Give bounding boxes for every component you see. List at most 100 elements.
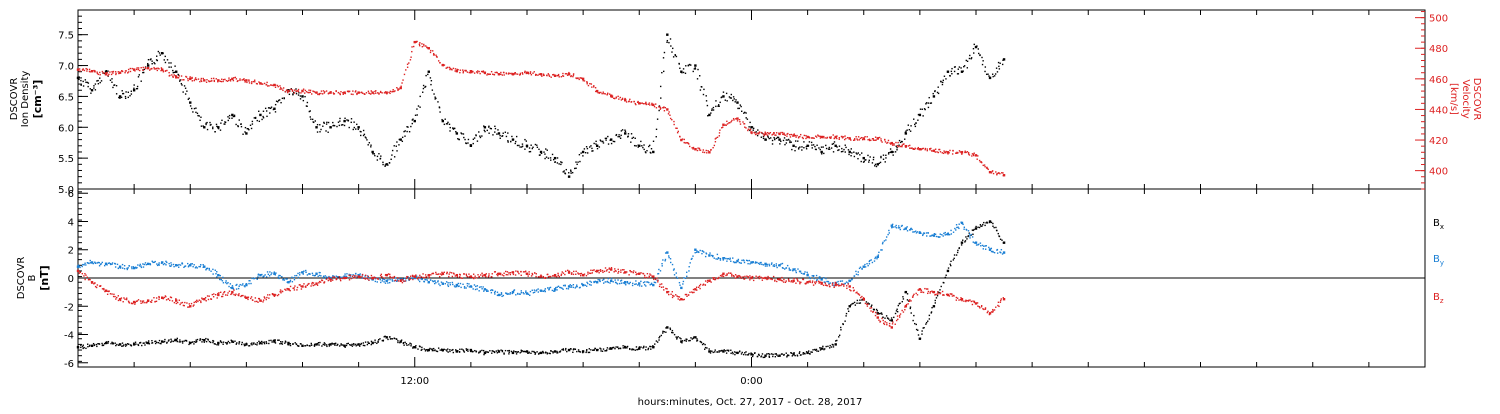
by-sample xyxy=(941,234,943,236)
velocity-sample xyxy=(754,132,756,134)
by-sample xyxy=(806,271,808,274)
density-point xyxy=(259,113,262,117)
by-sample xyxy=(625,284,627,286)
velocity-sample xyxy=(667,113,670,115)
bz-sample xyxy=(603,270,606,273)
bz-point xyxy=(581,273,585,277)
bz-sample xyxy=(577,273,580,275)
bx-sample xyxy=(947,267,950,269)
by-sample xyxy=(493,291,496,294)
velocity-point xyxy=(666,108,669,111)
bx-sample xyxy=(181,340,184,343)
by-sample xyxy=(457,282,460,285)
bz-sample xyxy=(218,292,220,294)
density-sample xyxy=(711,108,713,110)
density-sample xyxy=(540,152,543,155)
bz-sample xyxy=(440,274,443,276)
velocity-sample xyxy=(500,73,502,76)
bx-sample xyxy=(635,346,638,348)
density-sample xyxy=(97,83,100,85)
bx-sample xyxy=(549,352,551,355)
velocity-sample xyxy=(93,69,95,72)
velocity-sample xyxy=(488,73,491,75)
bz-point xyxy=(1002,297,1006,301)
bz-sample xyxy=(892,321,894,323)
bz-sample xyxy=(978,305,981,308)
bx-sample xyxy=(185,340,188,342)
bx-sample xyxy=(523,350,526,353)
velocity-sample xyxy=(429,51,432,54)
density-sample xyxy=(370,146,372,148)
bz-sample xyxy=(155,297,158,299)
by-point xyxy=(469,285,473,288)
velocity-sample xyxy=(112,72,114,74)
bz-sample xyxy=(233,293,235,296)
density-sample xyxy=(267,107,270,109)
bx-sample xyxy=(181,342,184,344)
by-sample xyxy=(548,288,550,290)
bz-sample xyxy=(590,272,592,275)
bz-sample xyxy=(420,276,423,278)
density-sample xyxy=(659,85,662,88)
bx-sample xyxy=(92,342,95,345)
velocity-sample xyxy=(889,142,891,144)
velocity-sample xyxy=(1002,172,1004,174)
bz-sample xyxy=(296,289,298,291)
bz-sample xyxy=(94,285,97,288)
by-sample xyxy=(412,277,414,280)
by-sample xyxy=(675,276,678,278)
velocity-sample xyxy=(738,118,741,121)
density-sample xyxy=(590,145,592,147)
bz-sample xyxy=(535,275,537,278)
bz-sample xyxy=(752,279,755,282)
density-sample xyxy=(838,149,840,151)
velocity-sample xyxy=(110,73,113,76)
density-sample xyxy=(265,110,268,112)
velocity-sample xyxy=(712,147,714,149)
density-sample xyxy=(94,83,97,85)
velocity-sample xyxy=(106,72,109,74)
bx-sample xyxy=(435,350,438,352)
by-sample xyxy=(235,288,238,290)
velocity-sample xyxy=(900,145,902,148)
by-sample xyxy=(638,285,641,287)
by-point xyxy=(595,281,599,284)
by-sample xyxy=(950,233,953,235)
bx-sample xyxy=(574,348,577,351)
bz-sample xyxy=(134,303,136,305)
bx-sample xyxy=(871,304,873,306)
density-sample xyxy=(195,107,197,109)
density-sample xyxy=(520,146,523,148)
by-sample xyxy=(274,274,277,276)
bz-sample xyxy=(341,277,343,280)
bz-sample xyxy=(681,298,683,300)
density-sample xyxy=(93,85,95,87)
density-sample xyxy=(419,95,421,98)
bz-sample xyxy=(292,287,294,290)
velocity-sample xyxy=(337,91,340,94)
density-point xyxy=(441,119,445,123)
by-sample xyxy=(366,275,369,277)
bx-sample xyxy=(391,338,394,340)
density-sample xyxy=(954,66,956,68)
density-sample xyxy=(847,149,850,151)
by-sample xyxy=(114,266,117,268)
bz-sample xyxy=(155,300,158,303)
velocity-sample xyxy=(175,75,178,77)
bz-sample xyxy=(139,300,142,302)
bx-sample xyxy=(605,349,608,352)
density-point xyxy=(609,138,613,141)
velocity-sample xyxy=(286,91,289,94)
bx-sample xyxy=(465,348,467,350)
bx-sample xyxy=(740,353,743,355)
density-sample xyxy=(268,107,271,109)
bz-sample xyxy=(468,273,470,275)
bz-sample xyxy=(190,302,193,305)
bx-sample xyxy=(112,343,114,345)
bx-sample xyxy=(676,338,678,340)
density-sample xyxy=(619,137,622,140)
density-sample xyxy=(514,142,516,145)
density-sample xyxy=(274,111,277,113)
by-point xyxy=(946,233,950,236)
density-sample xyxy=(819,148,821,151)
